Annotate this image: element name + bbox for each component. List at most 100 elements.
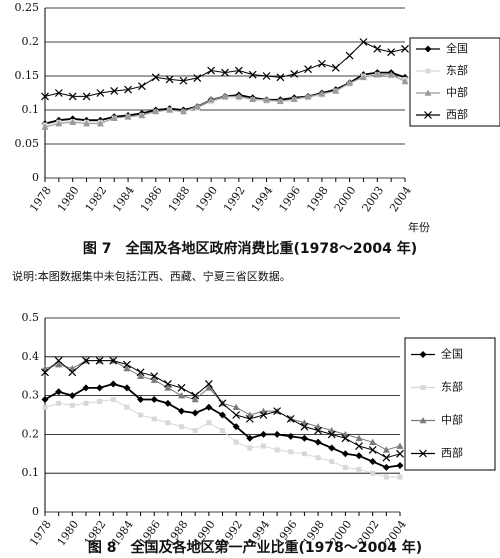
y-tick-label: 0.25 xyxy=(15,1,40,14)
marker xyxy=(68,364,76,372)
x-tick-label: 2003 xyxy=(360,184,387,214)
marker xyxy=(137,372,145,379)
marker xyxy=(304,92,312,100)
marker xyxy=(55,361,63,368)
y-tick-label: 0 xyxy=(32,171,39,184)
marker xyxy=(332,87,340,94)
marker xyxy=(419,449,427,458)
marker xyxy=(420,385,426,390)
marker xyxy=(342,464,348,470)
marker xyxy=(205,384,213,391)
marker xyxy=(259,430,267,438)
y-tick-label: 0.3 xyxy=(22,389,40,402)
marker xyxy=(290,95,298,102)
marker xyxy=(150,395,158,403)
marker xyxy=(41,395,49,403)
marker xyxy=(369,438,377,445)
marker xyxy=(41,92,49,101)
marker xyxy=(41,368,49,377)
legend-label: 东部 xyxy=(441,380,463,394)
marker xyxy=(248,70,257,79)
marker xyxy=(419,351,427,358)
marker xyxy=(396,461,404,469)
x-tick-label: 1986 xyxy=(138,184,165,214)
marker xyxy=(300,434,308,442)
marker xyxy=(247,445,253,451)
marker xyxy=(327,430,336,439)
x-tick-label: 1978 xyxy=(27,518,54,548)
marker xyxy=(165,420,171,426)
marker xyxy=(137,82,146,91)
x-tick-label: 2004 xyxy=(387,184,414,214)
marker xyxy=(235,92,243,100)
marker xyxy=(218,399,227,408)
marker xyxy=(109,356,118,365)
marker xyxy=(232,403,240,411)
marker xyxy=(369,458,377,466)
marker xyxy=(425,68,431,74)
y-tick-label: 0.15 xyxy=(15,69,40,82)
marker xyxy=(68,368,77,377)
marker xyxy=(83,120,91,127)
x-axis-label: 年份 xyxy=(408,220,430,234)
series-line xyxy=(44,41,406,97)
marker xyxy=(274,447,280,453)
marker xyxy=(387,71,395,78)
series-line xyxy=(44,360,401,459)
marker xyxy=(276,97,284,104)
x-tick-label: 1988 xyxy=(166,184,193,214)
x-tick-label: 1996 xyxy=(276,184,303,214)
marker xyxy=(96,89,105,97)
caption: 图 8 全国及各地区第一产业比重(1978～2004 年) xyxy=(88,539,422,556)
y-tick-label: 0.4 xyxy=(22,350,40,363)
marker xyxy=(123,364,131,372)
marker xyxy=(314,426,323,435)
marker xyxy=(245,414,254,423)
marker xyxy=(138,412,144,418)
marker xyxy=(315,455,321,461)
x-tick-label: 1980 xyxy=(55,184,82,214)
marker xyxy=(54,356,63,365)
marker xyxy=(382,446,390,453)
marker xyxy=(359,73,367,81)
marker xyxy=(68,392,76,400)
caption: 图 7 全国及各地区政府消费比重(1978～2004 年) xyxy=(83,240,417,257)
marker xyxy=(179,424,185,430)
marker xyxy=(300,422,309,431)
marker xyxy=(234,66,243,75)
note: 说明:本图数据集中未包括江西、西藏、宁夏三省区数据。 xyxy=(12,269,291,283)
marker xyxy=(373,71,381,78)
x-tick-label: 2000 xyxy=(332,184,359,214)
marker xyxy=(178,407,186,415)
legend-label: 全国 xyxy=(446,41,468,55)
marker xyxy=(221,92,229,100)
marker xyxy=(273,407,282,416)
marker xyxy=(329,459,335,465)
marker xyxy=(246,434,254,442)
marker xyxy=(163,380,172,388)
marker xyxy=(246,411,254,418)
y-tick-label: 0.1 xyxy=(22,103,40,116)
marker xyxy=(356,466,362,472)
marker xyxy=(355,452,363,460)
marker xyxy=(300,419,308,426)
marker xyxy=(191,395,199,403)
marker xyxy=(314,423,322,430)
marker xyxy=(152,107,160,115)
marker xyxy=(401,77,409,85)
marker xyxy=(328,427,336,434)
marker xyxy=(150,372,159,381)
marker xyxy=(151,73,160,82)
marker xyxy=(166,106,174,113)
marker xyxy=(286,414,295,423)
marker xyxy=(207,66,216,75)
marker xyxy=(373,44,382,53)
marker xyxy=(424,89,432,96)
x-tick-label: 1994 xyxy=(249,184,276,214)
marker xyxy=(355,434,363,442)
marker xyxy=(249,95,257,102)
marker xyxy=(396,442,404,449)
x-tick-label: 1992 xyxy=(221,184,248,214)
